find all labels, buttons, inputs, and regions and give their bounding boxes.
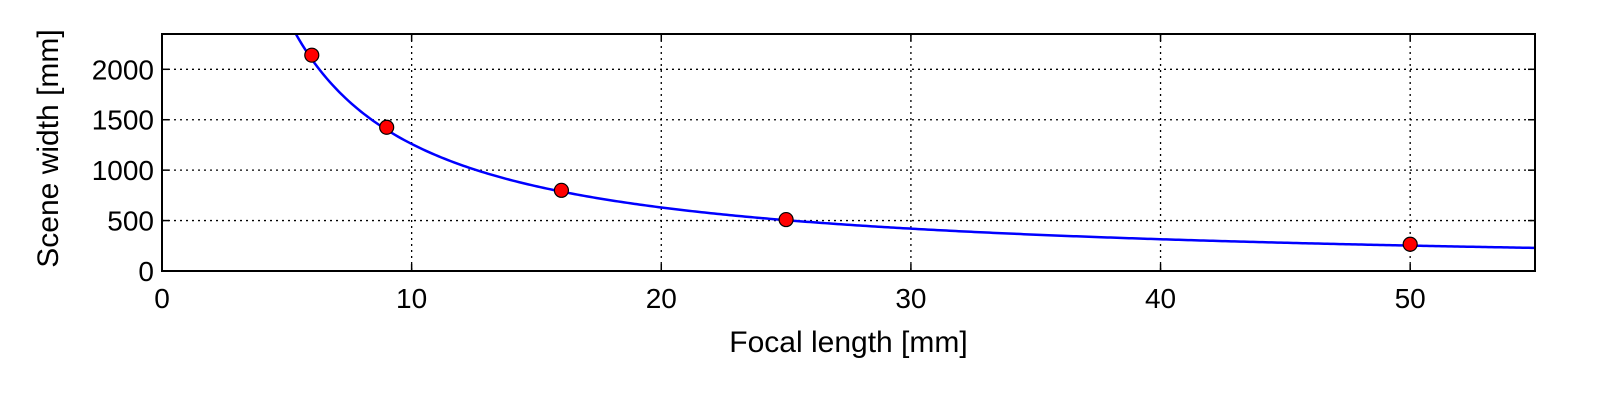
y-axis-label: Scene width [mm] bbox=[32, 29, 65, 267]
data-point bbox=[553, 182, 570, 198]
y-tick-label: 1000 bbox=[92, 155, 154, 186]
plot-background bbox=[162, 34, 1535, 271]
x-tick-label: 10 bbox=[396, 283, 427, 314]
x-tick-label: 20 bbox=[646, 283, 677, 314]
y-tick-label: 1500 bbox=[92, 105, 154, 136]
x-tick-label: 50 bbox=[1395, 283, 1426, 314]
x-tick-label: 0 bbox=[154, 283, 170, 314]
x-axis-label: Focal length [mm] bbox=[729, 326, 967, 359]
data-point bbox=[1402, 236, 1418, 252]
fit-curve-line bbox=[294, 34, 1535, 250]
data-point bbox=[379, 119, 395, 135]
data-point bbox=[304, 47, 320, 63]
plot-frame bbox=[161, 33, 1536, 272]
x-tick-label: 40 bbox=[1145, 283, 1176, 314]
y-tick-label: 0 bbox=[138, 256, 154, 287]
y-tick-label: 2000 bbox=[92, 54, 154, 85]
x-tick-label: 30 bbox=[895, 283, 926, 314]
grid bbox=[162, 34, 1535, 271]
series-layer bbox=[294, 34, 1535, 252]
y-tick-label: 500 bbox=[107, 206, 154, 237]
tick-marks bbox=[161, 34, 1535, 272]
data-point bbox=[778, 211, 794, 228]
